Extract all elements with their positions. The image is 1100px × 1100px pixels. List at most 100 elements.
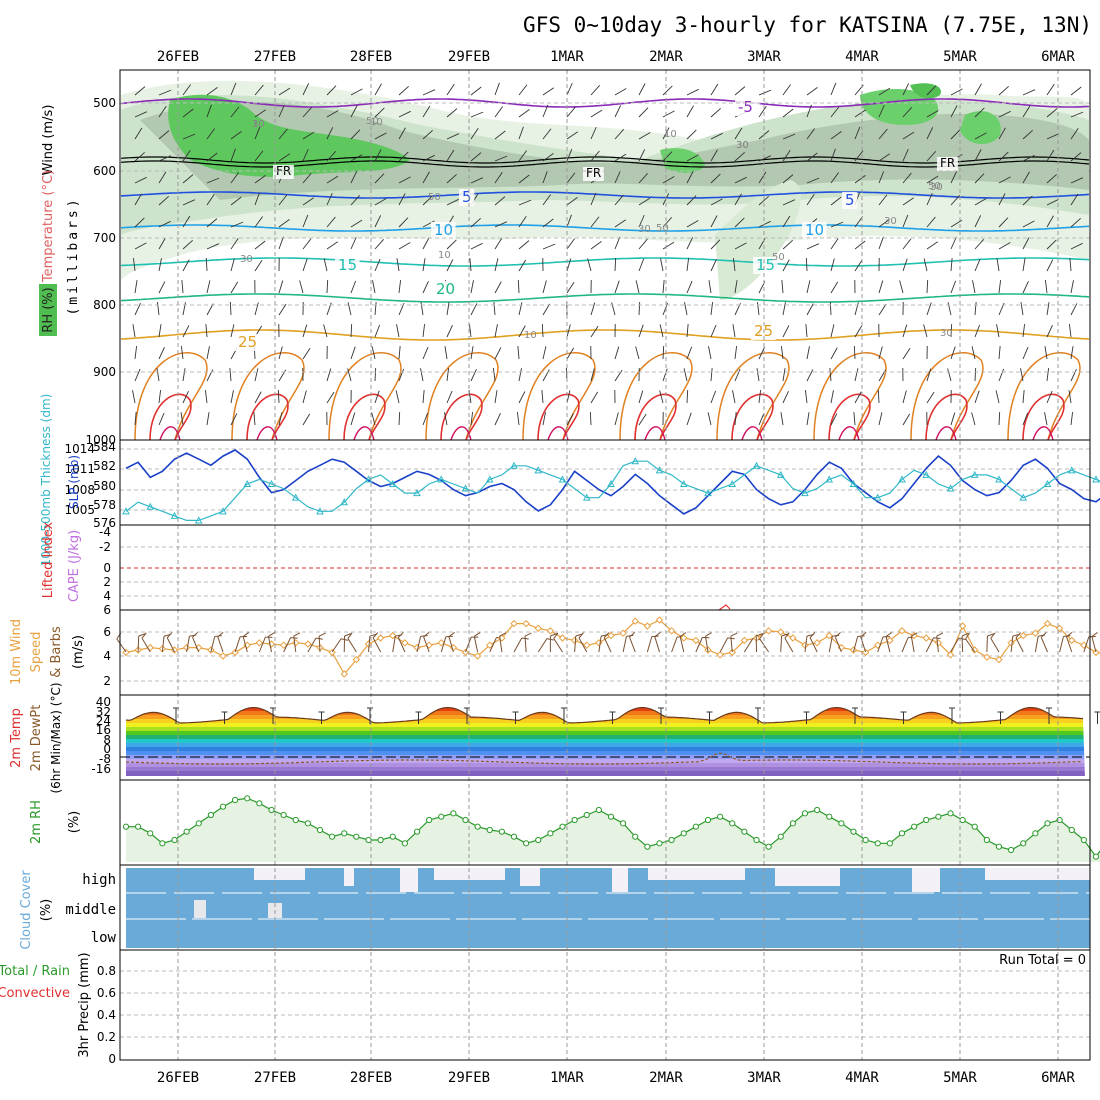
thickness-point-18 bbox=[340, 498, 349, 506]
wind10-point-68 bbox=[946, 651, 955, 659]
upper-barb-110 bbox=[854, 126, 861, 140]
upper-barb-41 bbox=[158, 105, 167, 118]
temp-band-8 bbox=[126, 731, 1085, 735]
cloud-high-gap-5 bbox=[612, 868, 628, 892]
upper-barb-457 bbox=[541, 323, 544, 338]
upper-barb-180 bbox=[614, 170, 621, 184]
rh2m-point-5 bbox=[183, 828, 190, 835]
cloud-label: Cloud Cover bbox=[19, 870, 34, 950]
wind10-point-32 bbox=[510, 619, 518, 628]
upper-barb-277 bbox=[1022, 220, 1035, 228]
upper-barb-115 bbox=[974, 132, 987, 140]
upper-barb-77 bbox=[1022, 105, 1031, 118]
upper-barb-493 bbox=[444, 346, 448, 360]
upper-barb-210 bbox=[374, 198, 387, 206]
label-rh-9: 50 bbox=[656, 223, 669, 234]
wind10-point-11 bbox=[255, 639, 264, 647]
wind10-point-37 bbox=[570, 636, 579, 645]
upper-barb-138 bbox=[566, 148, 573, 162]
upper-barb-401 bbox=[156, 302, 160, 316]
label-fr-3: FR bbox=[940, 156, 955, 170]
upper-barb-534 bbox=[470, 369, 477, 382]
upper-barb-509 bbox=[830, 347, 838, 360]
precip-total-label: Total / Rain bbox=[0, 964, 70, 979]
upper-barb-470 bbox=[854, 325, 863, 338]
upper-barb-284 bbox=[230, 237, 239, 250]
upper-barb-50 bbox=[374, 107, 385, 118]
upper-barb-144 bbox=[710, 149, 718, 162]
upper-barb-588 bbox=[804, 390, 808, 404]
wind10-barb-46 bbox=[679, 636, 685, 653]
upper-barb-98 bbox=[566, 131, 579, 140]
cape-tick-5: 6 bbox=[103, 603, 111, 617]
thickness-point-34 bbox=[534, 466, 543, 474]
upper-barb-376 bbox=[517, 279, 520, 294]
thickness-point-80 bbox=[1092, 475, 1100, 483]
wind10-point-45 bbox=[667, 627, 676, 635]
upper-barb-275 bbox=[974, 215, 982, 228]
wind10-barb-5 bbox=[186, 636, 190, 653]
wind10-barb-0 bbox=[116, 638, 127, 653]
upper-barb-360 bbox=[134, 280, 138, 294]
rh2m-point-22 bbox=[389, 833, 396, 840]
label-rh-5: 30 bbox=[638, 224, 651, 235]
upper-barb-206 bbox=[278, 194, 288, 206]
wind10-barb-feather-27 bbox=[448, 632, 455, 638]
rh2m-panel-content bbox=[122, 795, 1100, 862]
upper-barb-68 bbox=[806, 104, 812, 118]
rh2m-units: (%) bbox=[67, 811, 82, 834]
upper-barb-119 bbox=[1070, 127, 1079, 140]
rh2m-point-66 bbox=[923, 816, 930, 824]
contour-temp-15 bbox=[120, 257, 1090, 267]
upper-barb-145 bbox=[734, 151, 745, 162]
upper-barb-69 bbox=[830, 106, 840, 118]
upper-barb-280 bbox=[134, 242, 147, 250]
wind10-point-58 bbox=[825, 631, 833, 640]
upper-barb-202 bbox=[182, 199, 196, 206]
slp-tick-0: 1014 bbox=[64, 442, 95, 456]
upper-barb-67 bbox=[782, 108, 794, 118]
wind10-point-60 bbox=[849, 646, 858, 654]
label-t10-1: 10 bbox=[434, 221, 453, 239]
wind10-barb-41 bbox=[622, 636, 627, 653]
upper-barb-8 bbox=[326, 85, 337, 96]
wind10-barb-feather-21 bbox=[372, 632, 379, 639]
wind10-barb-feather-35 bbox=[550, 633, 558, 637]
upper-tick-0: 500 bbox=[93, 96, 116, 110]
upper-barb-292 bbox=[422, 237, 430, 250]
upper-barb-634 bbox=[950, 412, 956, 426]
temp-band-13 bbox=[126, 751, 1085, 755]
wind10-barb-66 bbox=[925, 637, 934, 653]
contour-loop-red-6 bbox=[731, 393, 774, 441]
upper-barb-535 bbox=[492, 368, 496, 382]
wind10-barb-feather-54 bbox=[781, 633, 789, 637]
upper-barb-7 bbox=[302, 83, 310, 96]
upper-barb-39 bbox=[1070, 86, 1082, 96]
wind10-barb-feather-70 bbox=[965, 632, 970, 640]
upper-barb-452 bbox=[422, 324, 426, 338]
upper-barb-479 bbox=[1068, 324, 1072, 338]
wind10-barb-feather-72 bbox=[990, 632, 996, 639]
upper-barb-389 bbox=[830, 281, 839, 294]
upper-barb-172 bbox=[422, 171, 430, 184]
temp-band-9 bbox=[126, 735, 1085, 739]
upper-barb-104 bbox=[710, 132, 723, 140]
wind10-point-80 bbox=[1092, 648, 1100, 657]
upper-barb-342 bbox=[660, 258, 664, 272]
contour-loop-red-7 bbox=[828, 393, 871, 441]
date-top-8: 5MAR bbox=[943, 49, 977, 65]
upper-barb-290 bbox=[374, 239, 385, 250]
rh2m-point-3 bbox=[159, 840, 166, 847]
upper-barb-391 bbox=[878, 280, 884, 294]
upper-barb-78 bbox=[1046, 108, 1058, 118]
upper-barb-152 bbox=[902, 148, 909, 162]
upper-barb-453 bbox=[446, 325, 453, 338]
upper-barb-150 bbox=[854, 150, 864, 162]
upper-barb-487 bbox=[302, 347, 311, 360]
label-t10-2: 10 bbox=[805, 221, 824, 239]
wind10-point-34 bbox=[534, 624, 542, 633]
upper-barb-419 bbox=[590, 302, 596, 316]
cloud-high-gap-0 bbox=[254, 868, 305, 880]
cloud-mid-gap-1 bbox=[194, 900, 206, 918]
upper-barb-364 bbox=[230, 281, 239, 294]
